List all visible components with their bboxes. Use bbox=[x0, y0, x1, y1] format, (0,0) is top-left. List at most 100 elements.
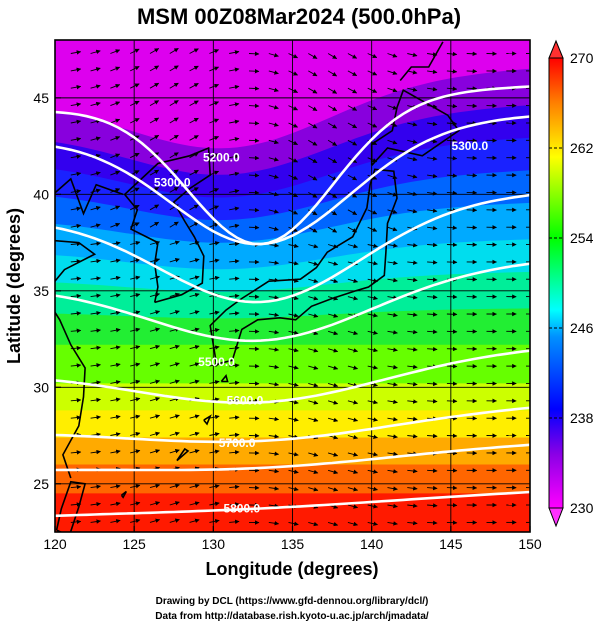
wind-arrow bbox=[367, 434, 378, 440]
wind-arrow bbox=[149, 362, 161, 367]
wind-arrow bbox=[327, 296, 339, 301]
wind-arrow bbox=[367, 157, 378, 163]
wind-arrow bbox=[308, 157, 318, 164]
wind-arrow bbox=[327, 105, 338, 112]
colorbar-tick-label: 238 bbox=[570, 410, 594, 426]
wind-arrow bbox=[327, 157, 338, 164]
wind-arrow bbox=[268, 87, 279, 93]
wind-arrow bbox=[446, 173, 458, 178]
wind-arrow bbox=[387, 364, 398, 370]
wind-arrow bbox=[288, 469, 299, 474]
wind-arrow bbox=[308, 487, 319, 492]
wind-arrow bbox=[110, 66, 121, 72]
wind-arrow bbox=[427, 69, 438, 75]
wind-arrow bbox=[387, 486, 398, 491]
wind-arrow bbox=[407, 174, 418, 179]
wind-arrow bbox=[308, 261, 319, 266]
wind-arrow bbox=[268, 295, 280, 300]
wind-arrow bbox=[248, 86, 260, 91]
wind-arrow bbox=[327, 244, 339, 249]
wind-arrow bbox=[427, 121, 438, 127]
wind-arrow bbox=[347, 53, 358, 59]
wind-arrow bbox=[130, 397, 141, 402]
wind-arrow bbox=[407, 416, 418, 422]
wind-arrow bbox=[387, 87, 398, 93]
wind-arrow bbox=[466, 190, 478, 195]
wind-arrow bbox=[367, 278, 378, 283]
wind-arrow bbox=[229, 415, 240, 420]
wind-arrow bbox=[466, 86, 478, 91]
wind-arrow bbox=[347, 122, 358, 129]
contour-label: 5300.0 bbox=[154, 176, 191, 190]
wind-arrow bbox=[347, 105, 358, 111]
wind-arrow bbox=[189, 362, 200, 367]
wind-arrow bbox=[308, 296, 319, 301]
wind-arrow bbox=[308, 400, 319, 405]
wind-arrow bbox=[70, 328, 82, 334]
wind-arrow bbox=[149, 431, 161, 437]
wind-arrow bbox=[387, 53, 398, 58]
wind-arrow bbox=[209, 484, 220, 489]
wind-arrow bbox=[229, 259, 240, 264]
wind-arrow bbox=[327, 469, 339, 475]
wind-arrow bbox=[268, 416, 280, 422]
wind-arrow bbox=[427, 156, 438, 161]
wind-arrow bbox=[130, 362, 141, 367]
wind-arrow bbox=[268, 174, 279, 179]
wind-arrow bbox=[110, 205, 121, 211]
wind-arrow bbox=[308, 469, 319, 475]
wind-arrow bbox=[169, 258, 180, 263]
wind-arrow bbox=[189, 449, 200, 454]
wind-arrow bbox=[90, 484, 101, 489]
wind-arrow bbox=[169, 82, 179, 89]
wind-arrow bbox=[90, 67, 101, 72]
wind-arrow bbox=[466, 225, 478, 230]
wind-arrow bbox=[189, 379, 200, 385]
wind-arrow bbox=[229, 293, 240, 299]
wind-arrow bbox=[327, 521, 339, 527]
wind-arrow bbox=[209, 222, 220, 228]
wind-arrow bbox=[110, 101, 121, 107]
wind-arrow bbox=[308, 226, 318, 233]
coastline-segment bbox=[176, 447, 190, 462]
wind-arrow bbox=[229, 432, 240, 438]
wind-arrow bbox=[149, 414, 161, 419]
wind-arrow bbox=[446, 103, 458, 109]
wind-arrow bbox=[288, 417, 299, 422]
wind-arrow bbox=[70, 223, 82, 229]
wind-arrow bbox=[209, 170, 220, 176]
y-axis-ticks: 25 30 35 40 45 bbox=[33, 90, 61, 492]
wind-arrow bbox=[149, 240, 161, 246]
wind-arrow bbox=[110, 501, 121, 507]
wind-arrow bbox=[268, 468, 280, 474]
wind-arrow bbox=[70, 241, 82, 247]
wind-arrow bbox=[288, 122, 299, 128]
wind-arrow bbox=[70, 84, 82, 90]
wind-arrow bbox=[90, 501, 101, 507]
wind-arrow bbox=[367, 295, 378, 301]
wind-arrow bbox=[90, 363, 101, 368]
wind-arrow bbox=[466, 207, 478, 213]
wind-arrow bbox=[347, 330, 359, 336]
contour-label: 5500.0 bbox=[198, 355, 235, 369]
wind-arrow bbox=[407, 87, 418, 92]
wind-arrow bbox=[387, 434, 398, 439]
wind-arrow bbox=[189, 135, 199, 141]
wind-arrow bbox=[189, 169, 199, 176]
wind-arrow bbox=[149, 379, 161, 384]
height-contours bbox=[55, 85, 530, 518]
wind-arrow bbox=[169, 48, 179, 54]
wind-arrow bbox=[308, 313, 319, 318]
wind-arrow bbox=[169, 169, 179, 176]
wind-arrow bbox=[427, 312, 438, 317]
wind-arrow bbox=[70, 276, 82, 281]
wind-arrow bbox=[130, 449, 141, 454]
colorbar-tick-label: 254 bbox=[570, 230, 594, 246]
wind-arrow bbox=[407, 156, 418, 162]
wind-arrow bbox=[130, 292, 141, 298]
wind-arrow bbox=[229, 345, 240, 351]
wind-arrow bbox=[327, 261, 339, 266]
wind-arrow bbox=[268, 157, 279, 162]
wind-arrow bbox=[229, 519, 240, 525]
wind-arrow bbox=[90, 241, 101, 246]
